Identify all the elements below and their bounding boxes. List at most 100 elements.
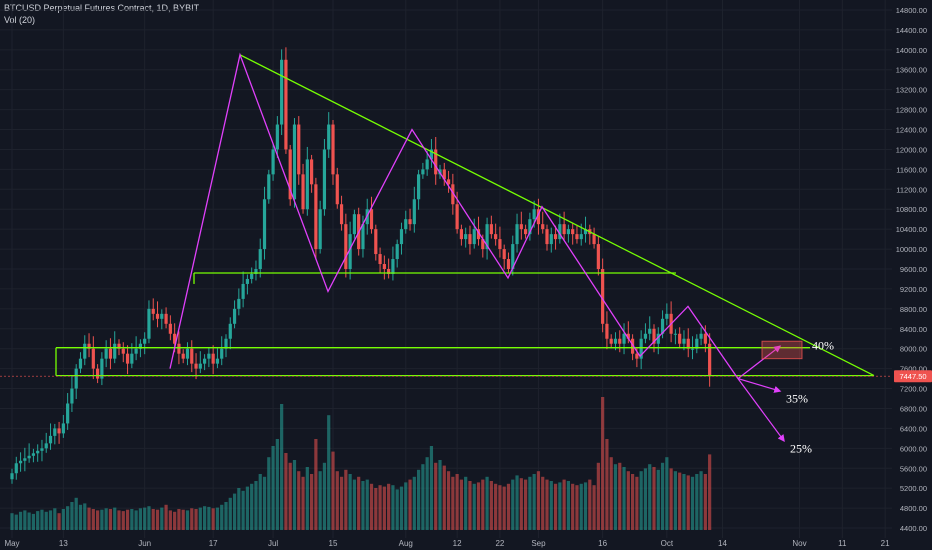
candle-body	[455, 204, 459, 230]
volume-bar	[66, 506, 70, 530]
zigzag-pattern	[169, 52, 739, 379]
volume-bar	[690, 476, 695, 530]
volume-bar	[425, 457, 429, 530]
candle-body	[164, 313, 168, 324]
volume-bar	[417, 469, 421, 530]
volume-bar	[639, 471, 643, 530]
candle-body	[211, 353, 215, 364]
volume-bar	[211, 508, 215, 530]
time-tick-label: 14	[718, 539, 727, 548]
volume-bar	[57, 513, 61, 530]
volume-bar	[365, 479, 369, 530]
volume-bar	[31, 513, 35, 530]
volume-bar	[382, 486, 386, 530]
volume-bar	[335, 471, 339, 530]
grid	[0, 0, 892, 538]
candle-body	[618, 338, 622, 344]
candle-body	[417, 174, 421, 200]
candle-body	[108, 348, 113, 359]
candle-body	[74, 368, 78, 389]
volume-bar	[23, 510, 27, 530]
volume-bar	[288, 462, 292, 530]
candle-body	[639, 338, 643, 359]
candle-body	[352, 214, 356, 235]
volume-bar	[528, 476, 532, 530]
time-tick-label: 16	[598, 539, 607, 548]
candle-body	[78, 358, 83, 369]
price-tick-label: 4400.00	[900, 524, 927, 533]
volume-bar	[40, 509, 44, 530]
candle-body	[678, 333, 682, 344]
volume-bar	[703, 474, 707, 530]
volume-bar	[455, 474, 459, 530]
trend-lines	[55, 54, 875, 377]
volume-bar	[541, 476, 545, 530]
volume-bar	[442, 465, 446, 530]
volume-bar	[446, 471, 451, 530]
time-tick-label: 21	[881, 539, 890, 548]
candle-body	[506, 259, 511, 269]
candle-body	[327, 124, 331, 150]
volume-bar	[10, 513, 14, 530]
candle-body	[198, 363, 202, 369]
candles	[10, 47, 712, 484]
candle-body	[541, 224, 545, 230]
candle-body	[395, 244, 399, 260]
volume-indicator-label[interactable]: Vol (20)	[4, 15, 36, 25]
price-tick-label: 13600.00	[896, 66, 927, 75]
scenario-label: 35%	[786, 392, 808, 406]
volume-bar	[271, 446, 275, 530]
candle-body	[168, 323, 172, 334]
volume-bar	[596, 462, 600, 530]
volume-bar	[262, 476, 267, 530]
candle-body	[130, 353, 134, 364]
volume-bar	[498, 485, 502, 530]
volume-bar	[138, 508, 142, 530]
volume-bar	[185, 510, 190, 530]
candle-body	[399, 229, 404, 245]
volume-bar	[203, 506, 207, 530]
candle-body	[446, 179, 451, 185]
volume-bar	[241, 490, 245, 530]
volume-bar	[70, 502, 74, 530]
volume-bar	[297, 471, 301, 530]
volume-bar	[361, 481, 365, 530]
volume-bar	[322, 462, 327, 530]
candle-body	[429, 149, 434, 160]
candle-body	[271, 149, 275, 175]
target-zone	[761, 340, 803, 360]
scenario-label: 40%	[812, 339, 834, 353]
volume-bar	[177, 509, 181, 530]
candle-body	[237, 298, 241, 309]
candle-body	[545, 229, 549, 245]
candle-body	[434, 149, 438, 175]
arrow-up-40	[737, 345, 782, 380]
candle-body	[549, 234, 553, 245]
candle-body	[173, 333, 177, 344]
volume-bar	[408, 479, 412, 530]
volume-bar	[438, 460, 442, 530]
candle-body	[708, 343, 712, 377]
volume-bar	[558, 482, 562, 530]
volume-bar	[485, 476, 489, 530]
volume-bar	[314, 439, 318, 530]
volume-bar	[404, 482, 408, 530]
candle-body	[117, 343, 121, 349]
volume-bar	[524, 479, 528, 530]
volume-bar	[53, 508, 57, 530]
candle-body	[464, 234, 468, 240]
volume-bar	[489, 481, 493, 530]
candle-body	[70, 388, 74, 404]
volume-bar	[506, 483, 511, 530]
volume-bar	[113, 507, 117, 530]
volume-bar	[305, 467, 309, 530]
volume-bar	[391, 485, 395, 530]
scenario-label: 25%	[790, 441, 812, 455]
candle-body	[121, 348, 125, 354]
price-axis: 4400.00 4800.00 5200.00 5600.00 6000.00 6400.…	[896, 6, 927, 533]
volume-bar	[228, 497, 232, 530]
candle-body	[571, 229, 575, 235]
volume-bar	[579, 483, 583, 530]
candle-body	[408, 219, 412, 225]
